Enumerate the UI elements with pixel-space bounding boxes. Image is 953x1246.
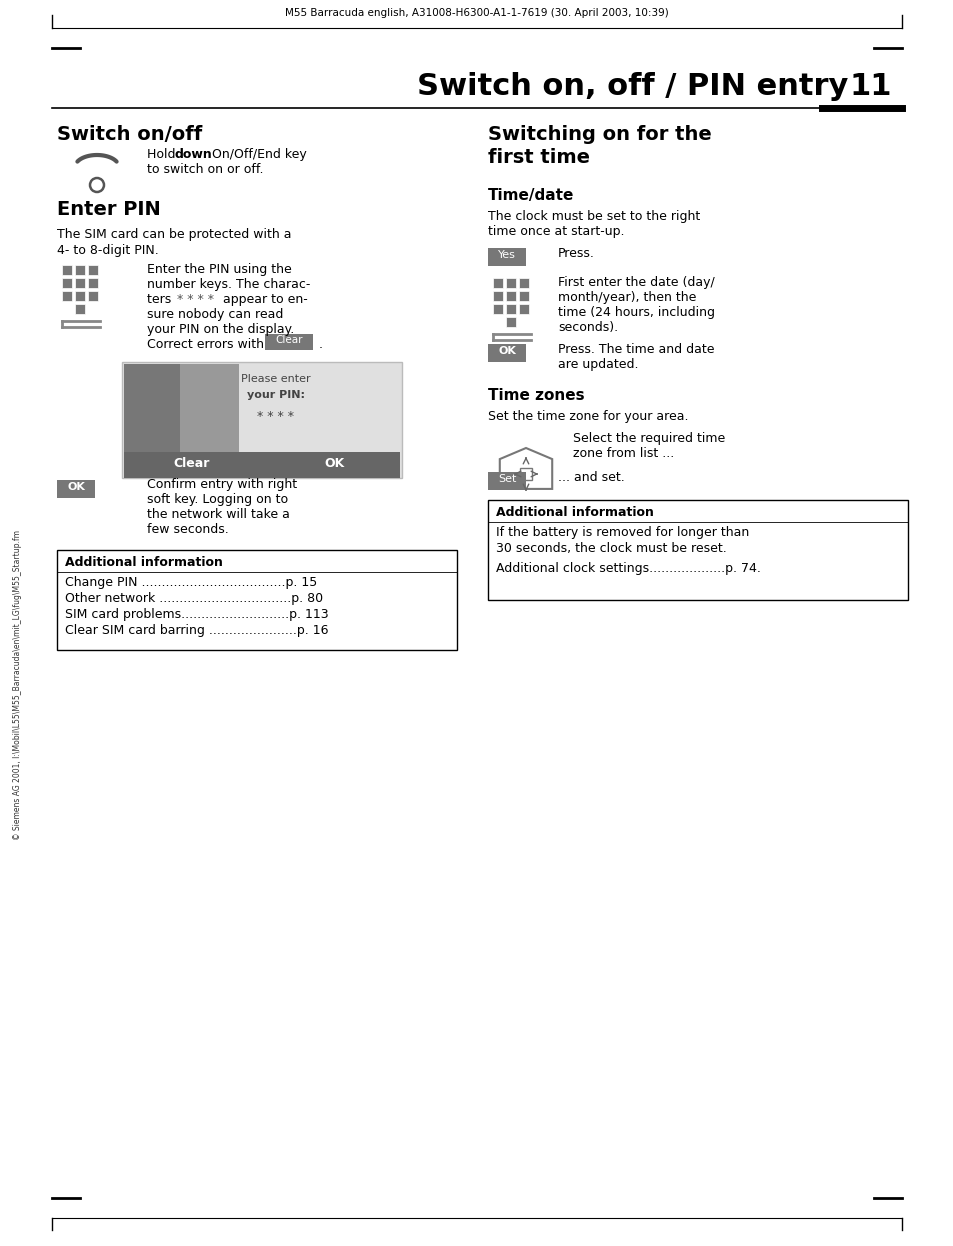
Text: the network will take a: the network will take a xyxy=(147,508,290,521)
Bar xyxy=(57,549,456,650)
Text: Please enter: Please enter xyxy=(241,374,311,384)
Bar xyxy=(124,452,263,478)
Bar xyxy=(88,265,98,275)
Text: number keys. The charac-: number keys. The charac- xyxy=(147,278,310,292)
Text: Clear SIM card barring ......................p. 16: Clear SIM card barring .................… xyxy=(65,624,328,637)
Text: Switch on/off: Switch on/off xyxy=(57,125,202,145)
Text: 30 seconds, the clock must be reset.: 30 seconds, the clock must be reset. xyxy=(496,542,726,554)
Bar xyxy=(122,363,401,478)
Text: If the battery is removed for longer than: If the battery is removed for longer tha… xyxy=(496,526,748,540)
Text: are updated.: are updated. xyxy=(558,358,638,371)
Text: Additional clock settings...................p. 74.: Additional clock settings...............… xyxy=(496,562,760,574)
Bar xyxy=(518,304,529,314)
Text: ters: ters xyxy=(147,293,175,307)
Text: Hold: Hold xyxy=(147,148,179,161)
Text: zone from list ...: zone from list ... xyxy=(573,447,674,460)
Text: appear to en-: appear to en- xyxy=(219,293,308,307)
Text: month/year), then the: month/year), then the xyxy=(558,292,696,304)
Text: Time zones: Time zones xyxy=(488,388,584,402)
Text: Press.: Press. xyxy=(558,247,595,260)
Text: OK: OK xyxy=(497,346,516,356)
Bar xyxy=(493,292,502,302)
Text: sure nobody can read: sure nobody can read xyxy=(147,308,283,321)
Bar xyxy=(505,304,516,314)
Text: Set: Set xyxy=(497,473,516,483)
Text: time (24 hours, including: time (24 hours, including xyxy=(558,307,714,319)
Bar xyxy=(62,265,71,275)
Text: Set the time zone for your area.: Set the time zone for your area. xyxy=(488,410,688,422)
Text: Clear: Clear xyxy=(275,335,302,345)
Bar xyxy=(493,278,502,288)
Text: first time: first time xyxy=(488,148,589,167)
Text: .: . xyxy=(314,338,323,351)
Text: Switch on, off / PIN entry: Switch on, off / PIN entry xyxy=(416,72,847,101)
Text: M55 Barracuda english, A31008-H6300-A1-1-7619 (30. April 2003, 10:39): M55 Barracuda english, A31008-H6300-A1-1… xyxy=(285,7,668,17)
Bar xyxy=(88,292,98,302)
Bar xyxy=(488,500,907,601)
Text: * * * *: * * * * xyxy=(257,410,294,422)
Bar xyxy=(62,278,71,288)
Text: Enter the PIN using the: Enter the PIN using the xyxy=(147,263,292,277)
Text: Additional information: Additional information xyxy=(65,556,223,569)
Text: Enter PIN: Enter PIN xyxy=(57,201,161,219)
Text: Change PIN ....................................p. 15: Change PIN .............................… xyxy=(65,576,317,589)
Text: 4- to 8-digit PIN.: 4- to 8-digit PIN. xyxy=(57,244,158,257)
Bar xyxy=(265,334,313,350)
Bar xyxy=(75,292,85,302)
Bar xyxy=(518,278,529,288)
Bar xyxy=(75,304,85,314)
Text: OK: OK xyxy=(67,482,85,492)
Bar xyxy=(493,304,502,314)
Text: your PIN on the display.: your PIN on the display. xyxy=(147,323,294,336)
Bar xyxy=(519,468,532,480)
Text: Other network .................................p. 80: Other network ..........................… xyxy=(65,592,323,606)
Text: Time/date: Time/date xyxy=(488,188,574,203)
Bar xyxy=(488,472,525,490)
Bar xyxy=(518,292,529,302)
Text: Press. The time and date: Press. The time and date xyxy=(558,343,714,356)
Bar xyxy=(75,278,85,288)
Bar xyxy=(488,248,525,265)
Text: On/Off/End key: On/Off/End key xyxy=(208,148,307,161)
Text: Additional information: Additional information xyxy=(496,506,653,520)
Text: soft key. Logging on to: soft key. Logging on to xyxy=(147,493,288,506)
Bar xyxy=(505,292,516,302)
Bar xyxy=(263,452,399,478)
Bar xyxy=(62,292,71,302)
Bar xyxy=(124,364,180,452)
Text: © Siemens AG 2001, I:\Mobil\L55\M55_Barracuda\en\mit_LG\fug\M55_Startup.fm: © Siemens AG 2001, I:\Mobil\L55\M55_Barr… xyxy=(13,531,23,840)
Text: Correct errors with: Correct errors with xyxy=(147,338,268,351)
Text: Select the required time: Select the required time xyxy=(573,432,724,445)
Text: time once at start-up.: time once at start-up. xyxy=(488,226,624,238)
Bar xyxy=(88,278,98,288)
Bar xyxy=(57,480,95,498)
Text: ... and set.: ... and set. xyxy=(558,471,624,483)
Text: Clear: Clear xyxy=(173,457,210,470)
Text: The SIM card can be protected with a: The SIM card can be protected with a xyxy=(57,228,292,240)
Text: Switching on for the: Switching on for the xyxy=(488,125,711,145)
Text: down: down xyxy=(174,148,213,161)
Bar xyxy=(488,344,525,363)
Text: to switch on or off.: to switch on or off. xyxy=(147,163,263,176)
Bar xyxy=(505,316,516,326)
Text: your PIN:: your PIN: xyxy=(247,390,305,400)
Text: OK: OK xyxy=(324,457,345,470)
Text: First enter the date (day/: First enter the date (day/ xyxy=(558,277,714,289)
Bar xyxy=(75,265,85,275)
Text: Confirm entry with right: Confirm entry with right xyxy=(147,478,296,491)
Text: The clock must be set to the right: The clock must be set to the right xyxy=(488,211,700,223)
Bar xyxy=(505,278,516,288)
Text: few seconds.: few seconds. xyxy=(147,523,229,536)
Text: SIM card problems...........................p. 113: SIM card problems.......................… xyxy=(65,608,328,621)
Text: * * * *: * * * * xyxy=(177,293,213,307)
Text: 11: 11 xyxy=(848,72,891,101)
Bar xyxy=(124,364,238,452)
Text: seconds).: seconds). xyxy=(558,321,618,334)
Text: Yes: Yes xyxy=(497,250,516,260)
